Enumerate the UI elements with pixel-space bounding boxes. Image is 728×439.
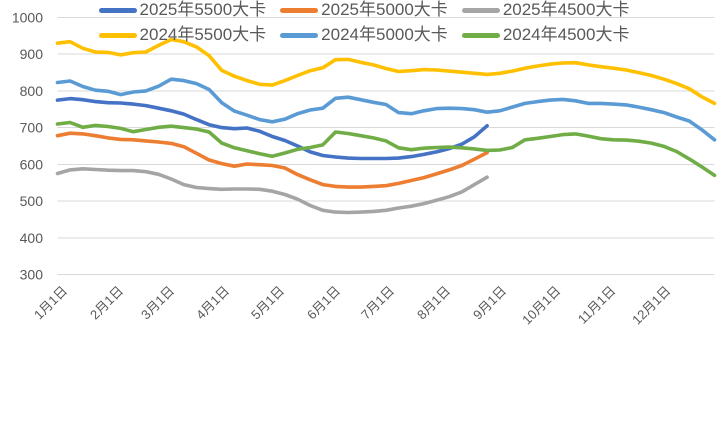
y-axis-label-900: 900 xyxy=(20,46,44,62)
y-axis-label-700: 700 xyxy=(20,120,44,136)
legend-row-2: 2024年5500大卡 2024年5000大卡 2024年4500大卡 xyxy=(98,25,630,45)
series-line-4 xyxy=(55,77,717,142)
legend-swatch-icon xyxy=(98,33,137,39)
legend-row-1: 2025年5500大卡 2025年5000大卡 2025年4500大卡 xyxy=(98,0,630,20)
legend-item-4: 2024年5000大卡 xyxy=(280,25,448,45)
chart-canvas: 1000 900 800 700 600 500 400 300 xyxy=(12,10,717,283)
legend-swatch-icon xyxy=(280,33,319,39)
y-axis-label-800: 800 xyxy=(20,83,44,99)
series-line-2 xyxy=(55,167,489,215)
legend-swatch-icon xyxy=(98,7,137,13)
legend-label: 2025年5000大卡 xyxy=(321,0,448,19)
y-axis-label-500: 500 xyxy=(20,193,44,209)
legend-swatch-icon xyxy=(461,33,500,39)
legend-swatch-icon xyxy=(461,7,500,13)
y-axis-label-400: 400 xyxy=(20,230,44,246)
legend-swatch-icon xyxy=(280,7,319,13)
y-axis-label-1000: 1000 xyxy=(12,10,43,26)
legend-item-3: 2024年5500大卡 xyxy=(98,25,267,45)
legend-label: 2024年5500大卡 xyxy=(139,25,267,45)
legend-item-1: 2025年5000大卡 xyxy=(280,0,448,20)
series-line-0 xyxy=(55,96,489,161)
series-line-5 xyxy=(55,120,717,178)
legend-item-2: 2025年4500大卡 xyxy=(461,0,630,20)
legend-label: 2025年4500大卡 xyxy=(502,0,630,19)
series-line-1 xyxy=(55,131,489,189)
legend-item-5: 2024年4500大卡 xyxy=(461,25,630,45)
legend-label: 2024年5000大卡 xyxy=(321,25,448,45)
chart-legend: 2025年5500大卡 2025年5000大卡 2025年4500大卡 2024年55… xyxy=(0,0,728,46)
y-axis-label-600: 600 xyxy=(20,156,44,172)
legend-item-0: 2025年5500大卡 xyxy=(98,0,267,20)
y-axis-label-300: 300 xyxy=(20,267,44,283)
series-line-3 xyxy=(55,37,717,106)
legend-label: 2025年5500大卡 xyxy=(139,0,267,19)
legend-label: 2024年4500大卡 xyxy=(502,25,630,45)
